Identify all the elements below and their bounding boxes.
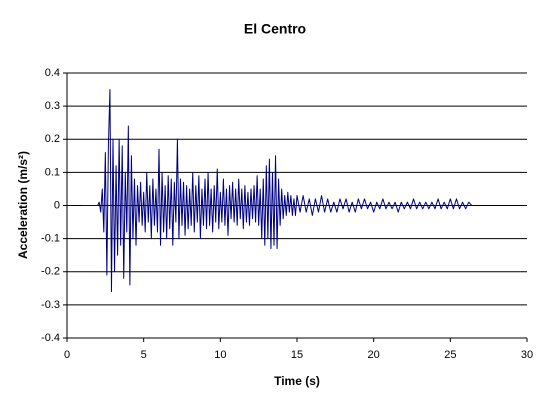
x-tick-label: 0 xyxy=(64,349,70,361)
y-tick-label: 0.1 xyxy=(45,166,60,178)
y-tick-label: 0.2 xyxy=(45,133,60,145)
x-tick-label: 20 xyxy=(368,349,380,361)
x-axis-label: Time (s) xyxy=(274,374,320,388)
data-line xyxy=(82,89,474,293)
x-tick-label: 15 xyxy=(291,349,303,361)
y-tick-label: -0.4 xyxy=(41,332,60,344)
y-tick-label: -0.3 xyxy=(41,299,60,311)
y-axis-label: Acceleration (m/s²) xyxy=(16,151,30,259)
x-tick-label: 5 xyxy=(141,349,147,361)
y-tick-label: -0.2 xyxy=(41,266,60,278)
y-tick-label: 0.3 xyxy=(45,100,60,112)
chart-title: El Centro xyxy=(244,21,306,37)
y-tick-label: 0.4 xyxy=(45,67,60,79)
y-tick-label: -0.1 xyxy=(41,233,60,245)
x-tick-label: 30 xyxy=(521,349,533,361)
x-tick-label: 10 xyxy=(214,349,226,361)
x-tick-label: 25 xyxy=(444,349,456,361)
y-tick-label: 0 xyxy=(54,199,60,211)
